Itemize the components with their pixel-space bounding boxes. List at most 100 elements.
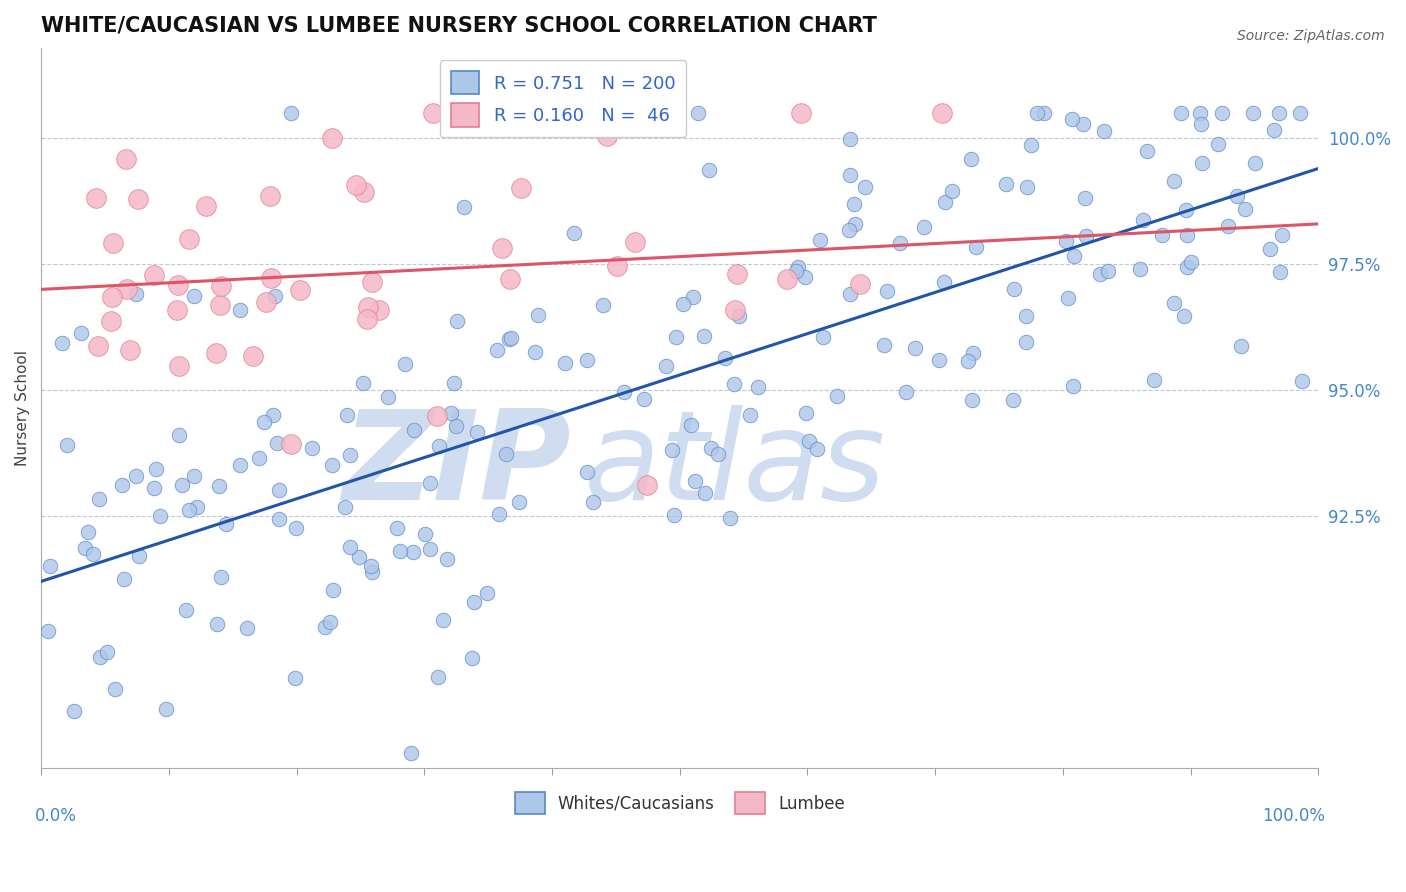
Point <box>242 350 264 364</box>
Point <box>290 283 312 297</box>
Point <box>508 495 530 509</box>
Point <box>728 309 751 323</box>
Point <box>87 492 110 507</box>
Point <box>995 177 1018 191</box>
Point <box>209 279 232 293</box>
Point <box>797 434 820 449</box>
Point <box>205 617 228 632</box>
Point <box>1143 373 1166 387</box>
Point <box>39 558 62 573</box>
Point <box>427 670 450 684</box>
Point <box>125 287 148 301</box>
Point <box>1175 260 1198 274</box>
Point <box>1226 189 1249 203</box>
Point <box>1097 264 1119 278</box>
Point <box>183 288 205 302</box>
Point <box>808 233 831 247</box>
Point <box>96 645 118 659</box>
Point <box>725 267 748 281</box>
Point <box>339 540 361 554</box>
Point <box>127 192 149 206</box>
Point <box>595 129 617 144</box>
Text: 0.0%: 0.0% <box>35 807 76 825</box>
Point <box>526 308 548 322</box>
Point <box>333 500 356 515</box>
Point <box>1015 309 1038 323</box>
Y-axis label: Nursery School: Nursery School <box>15 350 30 466</box>
Point <box>253 415 276 429</box>
Point <box>1180 255 1202 269</box>
Point <box>692 329 714 343</box>
Point <box>700 441 723 455</box>
Point <box>229 458 252 472</box>
Point <box>679 418 702 433</box>
Point <box>714 351 737 365</box>
Point <box>488 508 510 522</box>
Point <box>254 295 277 310</box>
Point <box>260 271 283 285</box>
Point <box>1175 227 1198 242</box>
Point <box>446 314 468 328</box>
Point <box>844 217 866 231</box>
Point <box>143 481 166 495</box>
Point <box>204 345 226 359</box>
Text: ZIP: ZIP <box>343 405 571 525</box>
Point <box>208 479 231 493</box>
Point <box>436 551 458 566</box>
Point <box>1129 261 1152 276</box>
Point <box>1032 106 1054 120</box>
Point <box>73 541 96 555</box>
Point <box>934 194 956 209</box>
Point <box>1173 309 1195 323</box>
Point <box>747 380 769 394</box>
Point <box>825 389 848 403</box>
Point <box>1056 291 1078 305</box>
Point <box>1071 117 1094 131</box>
Point <box>554 356 576 370</box>
Point <box>498 271 520 285</box>
Point <box>114 152 136 166</box>
Point <box>82 547 104 561</box>
Point <box>960 152 983 166</box>
Point <box>1132 213 1154 227</box>
Point <box>1268 265 1291 279</box>
Point <box>1062 379 1084 393</box>
Point <box>1189 117 1212 131</box>
Point <box>440 406 463 420</box>
Point <box>209 570 232 584</box>
Point <box>149 508 172 523</box>
Point <box>636 478 658 492</box>
Point <box>1189 106 1212 120</box>
Point <box>166 302 188 317</box>
Point <box>697 163 720 178</box>
Point <box>793 270 815 285</box>
Point <box>285 521 308 535</box>
Point <box>259 189 281 203</box>
Point <box>112 572 135 586</box>
Point <box>280 436 302 450</box>
Point <box>1074 191 1097 205</box>
Point <box>1063 249 1085 263</box>
Point <box>426 409 449 424</box>
Point <box>957 354 980 368</box>
Point <box>839 132 862 146</box>
Point <box>145 461 167 475</box>
Point <box>662 508 685 522</box>
Point <box>301 441 323 455</box>
Point <box>402 544 425 558</box>
Point <box>269 512 291 526</box>
Point <box>322 582 344 597</box>
Point <box>124 468 146 483</box>
Point <box>1163 174 1185 188</box>
Point <box>965 240 987 254</box>
Point <box>849 277 872 291</box>
Point <box>385 521 408 535</box>
Point <box>960 392 983 407</box>
Point <box>247 450 270 465</box>
Point <box>56 437 79 451</box>
Point <box>1092 124 1115 138</box>
Point <box>811 330 834 344</box>
Text: atlas: atlas <box>583 405 886 525</box>
Point <box>1271 227 1294 242</box>
Point <box>280 106 302 120</box>
